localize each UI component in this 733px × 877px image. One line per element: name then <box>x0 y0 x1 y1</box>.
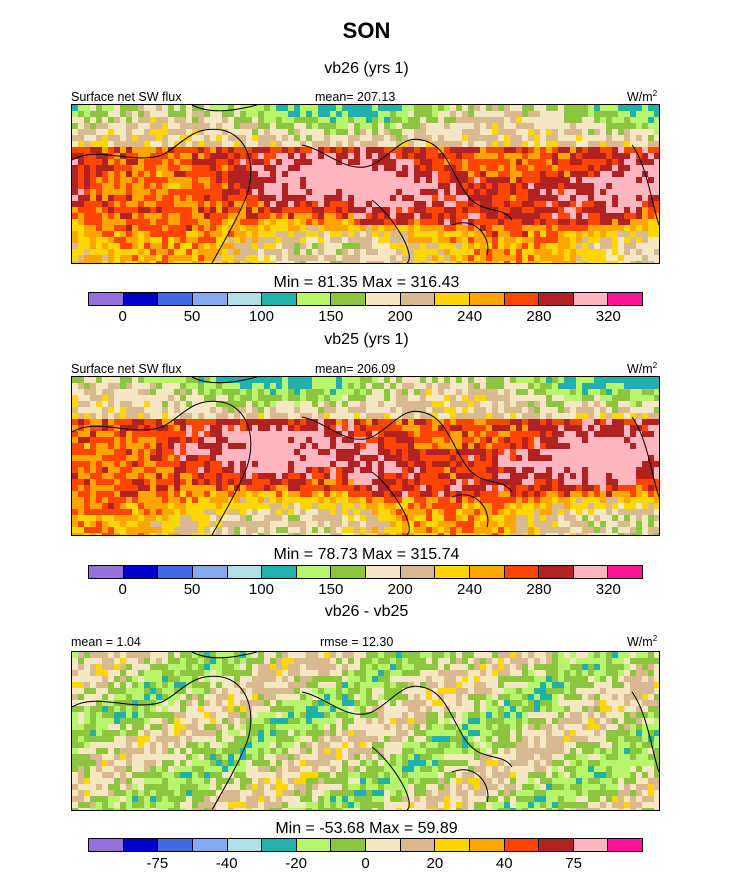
colorbar-swatch <box>435 293 470 305</box>
panel-2-mean-label: mean= 206.09 <box>315 362 396 376</box>
colorbar-swatch <box>573 566 609 578</box>
colorbar-swatch <box>192 293 228 305</box>
colorbar-swatch <box>400 293 436 305</box>
colorbar-tick-label: 0 <box>118 308 127 325</box>
colorbar-swatch <box>296 293 332 305</box>
panel-3-units: W/m2 <box>627 634 658 650</box>
colorbar-tick-label: 200 <box>387 581 413 598</box>
colorbar-tick-label: -40 <box>215 855 238 872</box>
colorbar-tick-label: 320 <box>595 308 621 325</box>
colorbar-tick-label: 280 <box>526 308 552 325</box>
colorbar-swatch <box>400 566 436 578</box>
colorbar-swatch <box>192 839 228 851</box>
colorbar-tick-label: 20 <box>426 855 444 872</box>
panel-3-map <box>71 651 660 811</box>
colorbar-swatch <box>608 293 642 305</box>
colorbar-swatch <box>262 293 297 305</box>
colorbar-swatch <box>262 566 297 578</box>
colorbar-swatch <box>608 839 642 851</box>
panel-3-rmse-label: rmse = 12.30 <box>320 635 394 649</box>
colorbar-swatch <box>573 293 609 305</box>
panel-2-map <box>71 376 660 536</box>
colorbar-swatch <box>296 839 332 851</box>
colorbar-swatch <box>366 293 401 305</box>
panel-2-minmax: Min = 78.73 Max = 315.74 <box>273 546 460 563</box>
panel-1-map-svg <box>72 105 659 263</box>
colorbar-tick-label: 0 <box>118 581 127 598</box>
panel-2-colorbar <box>88 565 643 579</box>
colorbar-tick-label: 50 <box>183 308 201 325</box>
colorbar-tick-label: 50 <box>183 581 201 598</box>
panel-2-units: W/m2 <box>627 361 658 377</box>
colorbar-swatch <box>504 566 540 578</box>
colorbar-swatch <box>89 293 124 305</box>
colorbar-swatch <box>123 839 159 851</box>
colorbar-tick-label: -20 <box>285 855 307 872</box>
colorbar-tick-label: -75 <box>146 855 169 872</box>
panel-1-colorbar <box>88 292 643 306</box>
panel-2-map-svg <box>72 377 659 535</box>
colorbar-tick-label: 280 <box>526 581 552 598</box>
colorbar-swatch <box>296 566 332 578</box>
colorbar-swatch <box>435 839 470 851</box>
colorbar-swatch <box>158 293 193 305</box>
colorbar-tick-label: 200 <box>387 308 413 325</box>
colorbar-swatch <box>504 293 540 305</box>
colorbar-swatch <box>331 293 366 305</box>
panel-1-units: W/m2 <box>627 89 658 105</box>
colorbar-swatch <box>89 839 124 851</box>
panel-3-title: vb26 - vb25 <box>324 603 409 620</box>
colorbar-tick-label: 150 <box>318 308 344 325</box>
colorbar-tick-label: 0 <box>361 855 370 872</box>
colorbar-swatch <box>331 839 366 851</box>
panel-3-mean-label: mean = 1.04 <box>71 635 141 649</box>
colorbar-tick-label: 100 <box>248 308 274 325</box>
colorbar-swatch <box>227 293 263 305</box>
colorbar-tick-label: 75 <box>565 855 582 872</box>
panel-3-minmax: Min = -53.68 Max = 59.89 <box>275 820 458 837</box>
colorbar-swatch <box>123 293 159 305</box>
colorbar-swatch <box>435 566 470 578</box>
colorbar-swatch <box>469 839 505 851</box>
colorbar-swatch <box>400 839 436 851</box>
colorbar-swatch <box>227 566 263 578</box>
colorbar-tick-label: 150 <box>318 581 344 598</box>
colorbar-swatch <box>331 566 366 578</box>
colorbar-swatch <box>158 839 193 851</box>
colorbar-swatch <box>504 839 540 851</box>
panel-1-mean-label: mean= 207.13 <box>315 90 396 104</box>
colorbar-tick-label: 240 <box>457 581 483 598</box>
colorbar-swatch <box>539 566 574 578</box>
panel-1-title: vb26 (yrs 1) <box>324 60 409 77</box>
colorbar-tick-label: 100 <box>248 581 274 598</box>
colorbar-swatch <box>227 839 263 851</box>
colorbar-swatch <box>192 566 228 578</box>
panel-3-colorbar <box>88 838 643 852</box>
panel-1-variable-label: Surface net SW flux <box>71 90 182 104</box>
colorbar-swatch <box>539 839 574 851</box>
panel-2-title: vb25 (yrs 1) <box>324 331 409 348</box>
colorbar-swatch <box>89 566 124 578</box>
panel-1-minmax: Min = 81.35 Max = 316.43 <box>273 274 460 291</box>
colorbar-swatch <box>608 566 642 578</box>
colorbar-swatch <box>469 566 505 578</box>
colorbar-tick-label: 240 <box>457 308 483 325</box>
colorbar-swatch <box>366 566 401 578</box>
colorbar-swatch <box>573 839 609 851</box>
main-title: SON <box>342 18 391 43</box>
panel-2-variable-label: Surface net SW flux <box>71 362 182 376</box>
colorbar-tick-label: 320 <box>595 581 621 598</box>
colorbar-swatch <box>262 839 297 851</box>
colorbar-swatch <box>123 566 159 578</box>
panel-3-map-svg <box>72 652 659 810</box>
colorbar-tick-label: 40 <box>495 855 513 872</box>
colorbar-swatch <box>469 293 505 305</box>
colorbar-swatch <box>539 293 574 305</box>
colorbar-swatch <box>366 839 401 851</box>
panel-1-map <box>71 104 660 264</box>
colorbar-swatch <box>158 566 193 578</box>
